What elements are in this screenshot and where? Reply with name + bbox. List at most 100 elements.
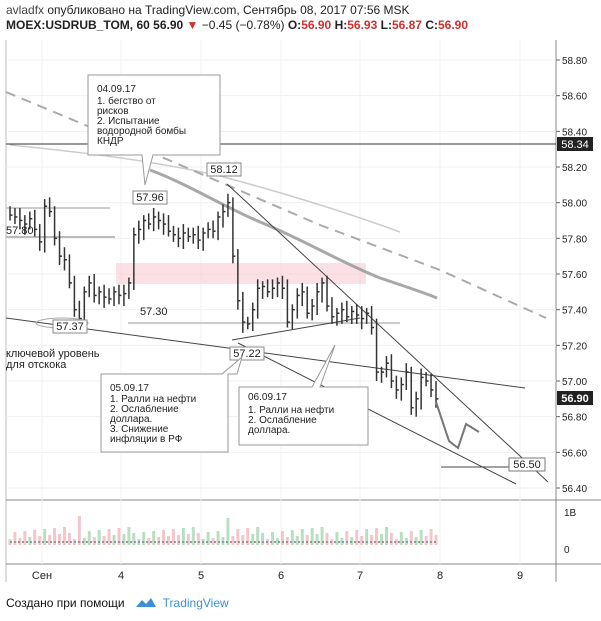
volume-bar (375, 528, 379, 545)
note-04-09[interactable]: 04.09.17 1. бегство от рисков 2. Испытание… (87, 74, 221, 186)
volume-bar (58, 534, 62, 545)
volume-bar (53, 528, 57, 545)
price-tick-label: 58.60 (562, 92, 587, 103)
low-label: L: (380, 18, 392, 32)
volume-bar (48, 535, 52, 545)
volume-bar (186, 534, 190, 545)
top-line-price-badge: 58.34 (557, 137, 593, 151)
volume-bar (305, 535, 309, 545)
volume-bar (275, 538, 279, 545)
price-label-57-96: 57.96 (132, 190, 168, 205)
trendline-middle (5, 317, 526, 389)
forecast-path (435, 401, 480, 450)
author-name[interactable]: avladfx (6, 3, 45, 17)
volume-bar (335, 532, 339, 545)
volume-bar (261, 533, 265, 545)
svg-text:57.22: 57.22 (233, 348, 261, 360)
trendline-lower (237, 342, 517, 485)
volume-bar (290, 530, 294, 545)
target-price-label: 56.50 (508, 457, 546, 472)
volume-bar (122, 534, 126, 545)
volume-tick-label: 1B (564, 508, 577, 519)
volume-bar (43, 529, 47, 545)
volume-bar (380, 534, 384, 545)
price-change: −0.45 (−0.78%) (201, 18, 285, 32)
volume-bar (300, 529, 304, 545)
price-tick-label: 58.00 (562, 199, 587, 210)
volume-bar (176, 535, 180, 545)
volume-bar (13, 532, 17, 545)
volume-bar (399, 532, 403, 545)
volume-bar (117, 528, 121, 545)
tradingview-brand[interactable]: TradingView (162, 596, 229, 610)
price-tick-label: 56.40 (562, 484, 587, 495)
price-label-57-37: 57.37 (52, 319, 88, 334)
volume-bar (87, 531, 91, 545)
volume-bar (429, 529, 433, 545)
chart-header: avladfx опубликовано на TradingView.com,… (6, 3, 468, 33)
volume-bar (38, 536, 42, 545)
svg-text:06.09.17: 06.09.17 (248, 392, 287, 403)
volume-bar (434, 535, 438, 545)
price-tick-label: 57.80 (562, 234, 587, 245)
volume-bar (340, 538, 344, 545)
price-axis[interactable]: 56.40 56.60 56.80 57.00 57.20 57.40 57.60 57.80… (556, 56, 587, 556)
time-axis[interactable]: Сен 4 5 6 7 8 9 (32, 570, 523, 582)
trendline-triangle (231, 317, 361, 341)
moving-average-light (9, 144, 401, 233)
volume-bar (409, 531, 413, 545)
moving-average-dashed (5, 91, 547, 319)
volume-bar (216, 531, 220, 545)
price-label-57-22: 57.22 (229, 346, 265, 361)
volume-bar (206, 532, 210, 545)
volume-bar (82, 538, 86, 545)
volume-bar (246, 528, 250, 545)
candles (9, 193, 439, 417)
volume-bar (112, 535, 116, 545)
down-arrow-icon: ▼ (186, 18, 199, 32)
volume-bar (414, 537, 418, 545)
key-level-text: ключевой уровень для отскока (6, 348, 100, 371)
volume-bar (152, 531, 156, 545)
price-text-57-30: 57.30 (140, 306, 168, 318)
time-tick-label: 7 (357, 570, 363, 582)
volume-bar (23, 531, 27, 545)
note-06-09[interactable]: 06.09.17 1. Ралли на нефти 2. Ослабление д… (238, 344, 369, 446)
price-tick-label: 57.60 (562, 270, 587, 281)
note-05-09[interactable]: 05.09.17 1. Ралли на нефти 2. Ослабление д… (100, 355, 243, 453)
volume-tick-label: 0 (564, 545, 570, 556)
resistance-zone (116, 263, 366, 284)
open-value: 56.90 (301, 18, 332, 32)
volume-bar (320, 527, 324, 545)
price-tick-label: 57.00 (562, 377, 587, 388)
volume-bar (315, 534, 319, 545)
volume-bar (33, 530, 37, 545)
volume-bar (345, 531, 349, 545)
volume-bar (127, 527, 131, 545)
volume-bar (251, 534, 255, 545)
time-tick-label: 9 (517, 570, 523, 582)
close-value: 56.90 (437, 18, 469, 32)
volume-bar (191, 527, 195, 545)
time-tick-label: 6 (278, 570, 284, 582)
created-with-text: Создано при помощи (6, 596, 125, 610)
time-tick-label: 4 (118, 570, 124, 582)
volume-bar (226, 518, 230, 545)
volume-bars (8, 516, 438, 545)
symbol-label[interactable]: MOEX:USDRUB_TOM, 60 (6, 18, 150, 32)
svg-text:56.50: 56.50 (513, 459, 541, 471)
volume-bar (107, 529, 111, 545)
volume-bar (310, 528, 314, 545)
close-label: C: (425, 18, 438, 32)
svg-text:04.09.17: 04.09.17 (97, 84, 136, 95)
svg-text:58.34: 58.34 (561, 139, 589, 151)
volume-bar (28, 537, 32, 545)
published-info: опубликовано на TradingView.com, Сентябр… (47, 3, 410, 17)
svg-text:57.96: 57.96 (136, 192, 164, 204)
volume-bar (370, 535, 374, 545)
time-tick-label: Сен (32, 570, 52, 582)
volume-bar (102, 536, 106, 545)
